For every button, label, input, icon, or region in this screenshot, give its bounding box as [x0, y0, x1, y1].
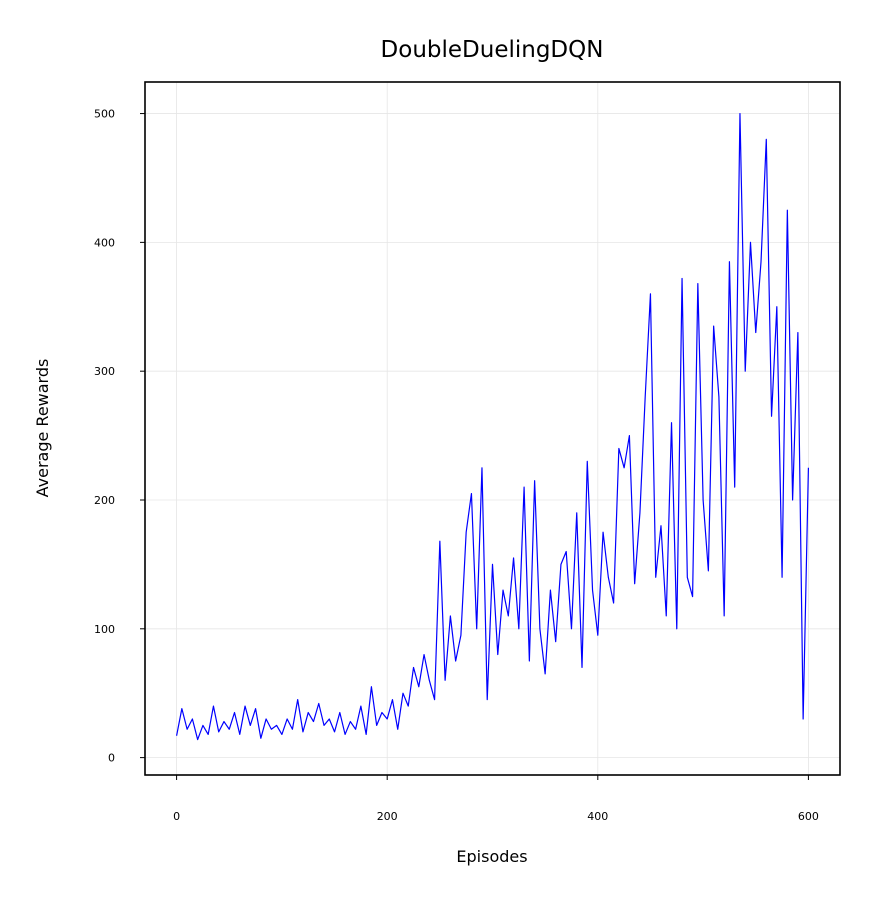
y-tick-label: 200 — [94, 494, 115, 507]
data-line — [176, 112, 810, 741]
y-tick-label: 100 — [94, 623, 115, 636]
x-tick-label: 400 — [587, 810, 608, 823]
x-tick-label: 0 — [173, 810, 180, 823]
y-axis-label: Average Rewards — [33, 359, 52, 498]
x-tick-label: 200 — [377, 810, 398, 823]
y-tick-label: 500 — [94, 108, 115, 121]
x-axis-label: Episodes — [456, 847, 527, 866]
y-tick-label: 0 — [108, 752, 115, 765]
y-tick-label: 300 — [94, 365, 115, 378]
chart-title: DoubleDuelingDQN — [381, 37, 604, 63]
x-tick-label: 600 — [798, 810, 819, 823]
y-tick-label: 400 — [94, 236, 115, 249]
plot-frame — [144, 81, 841, 776]
